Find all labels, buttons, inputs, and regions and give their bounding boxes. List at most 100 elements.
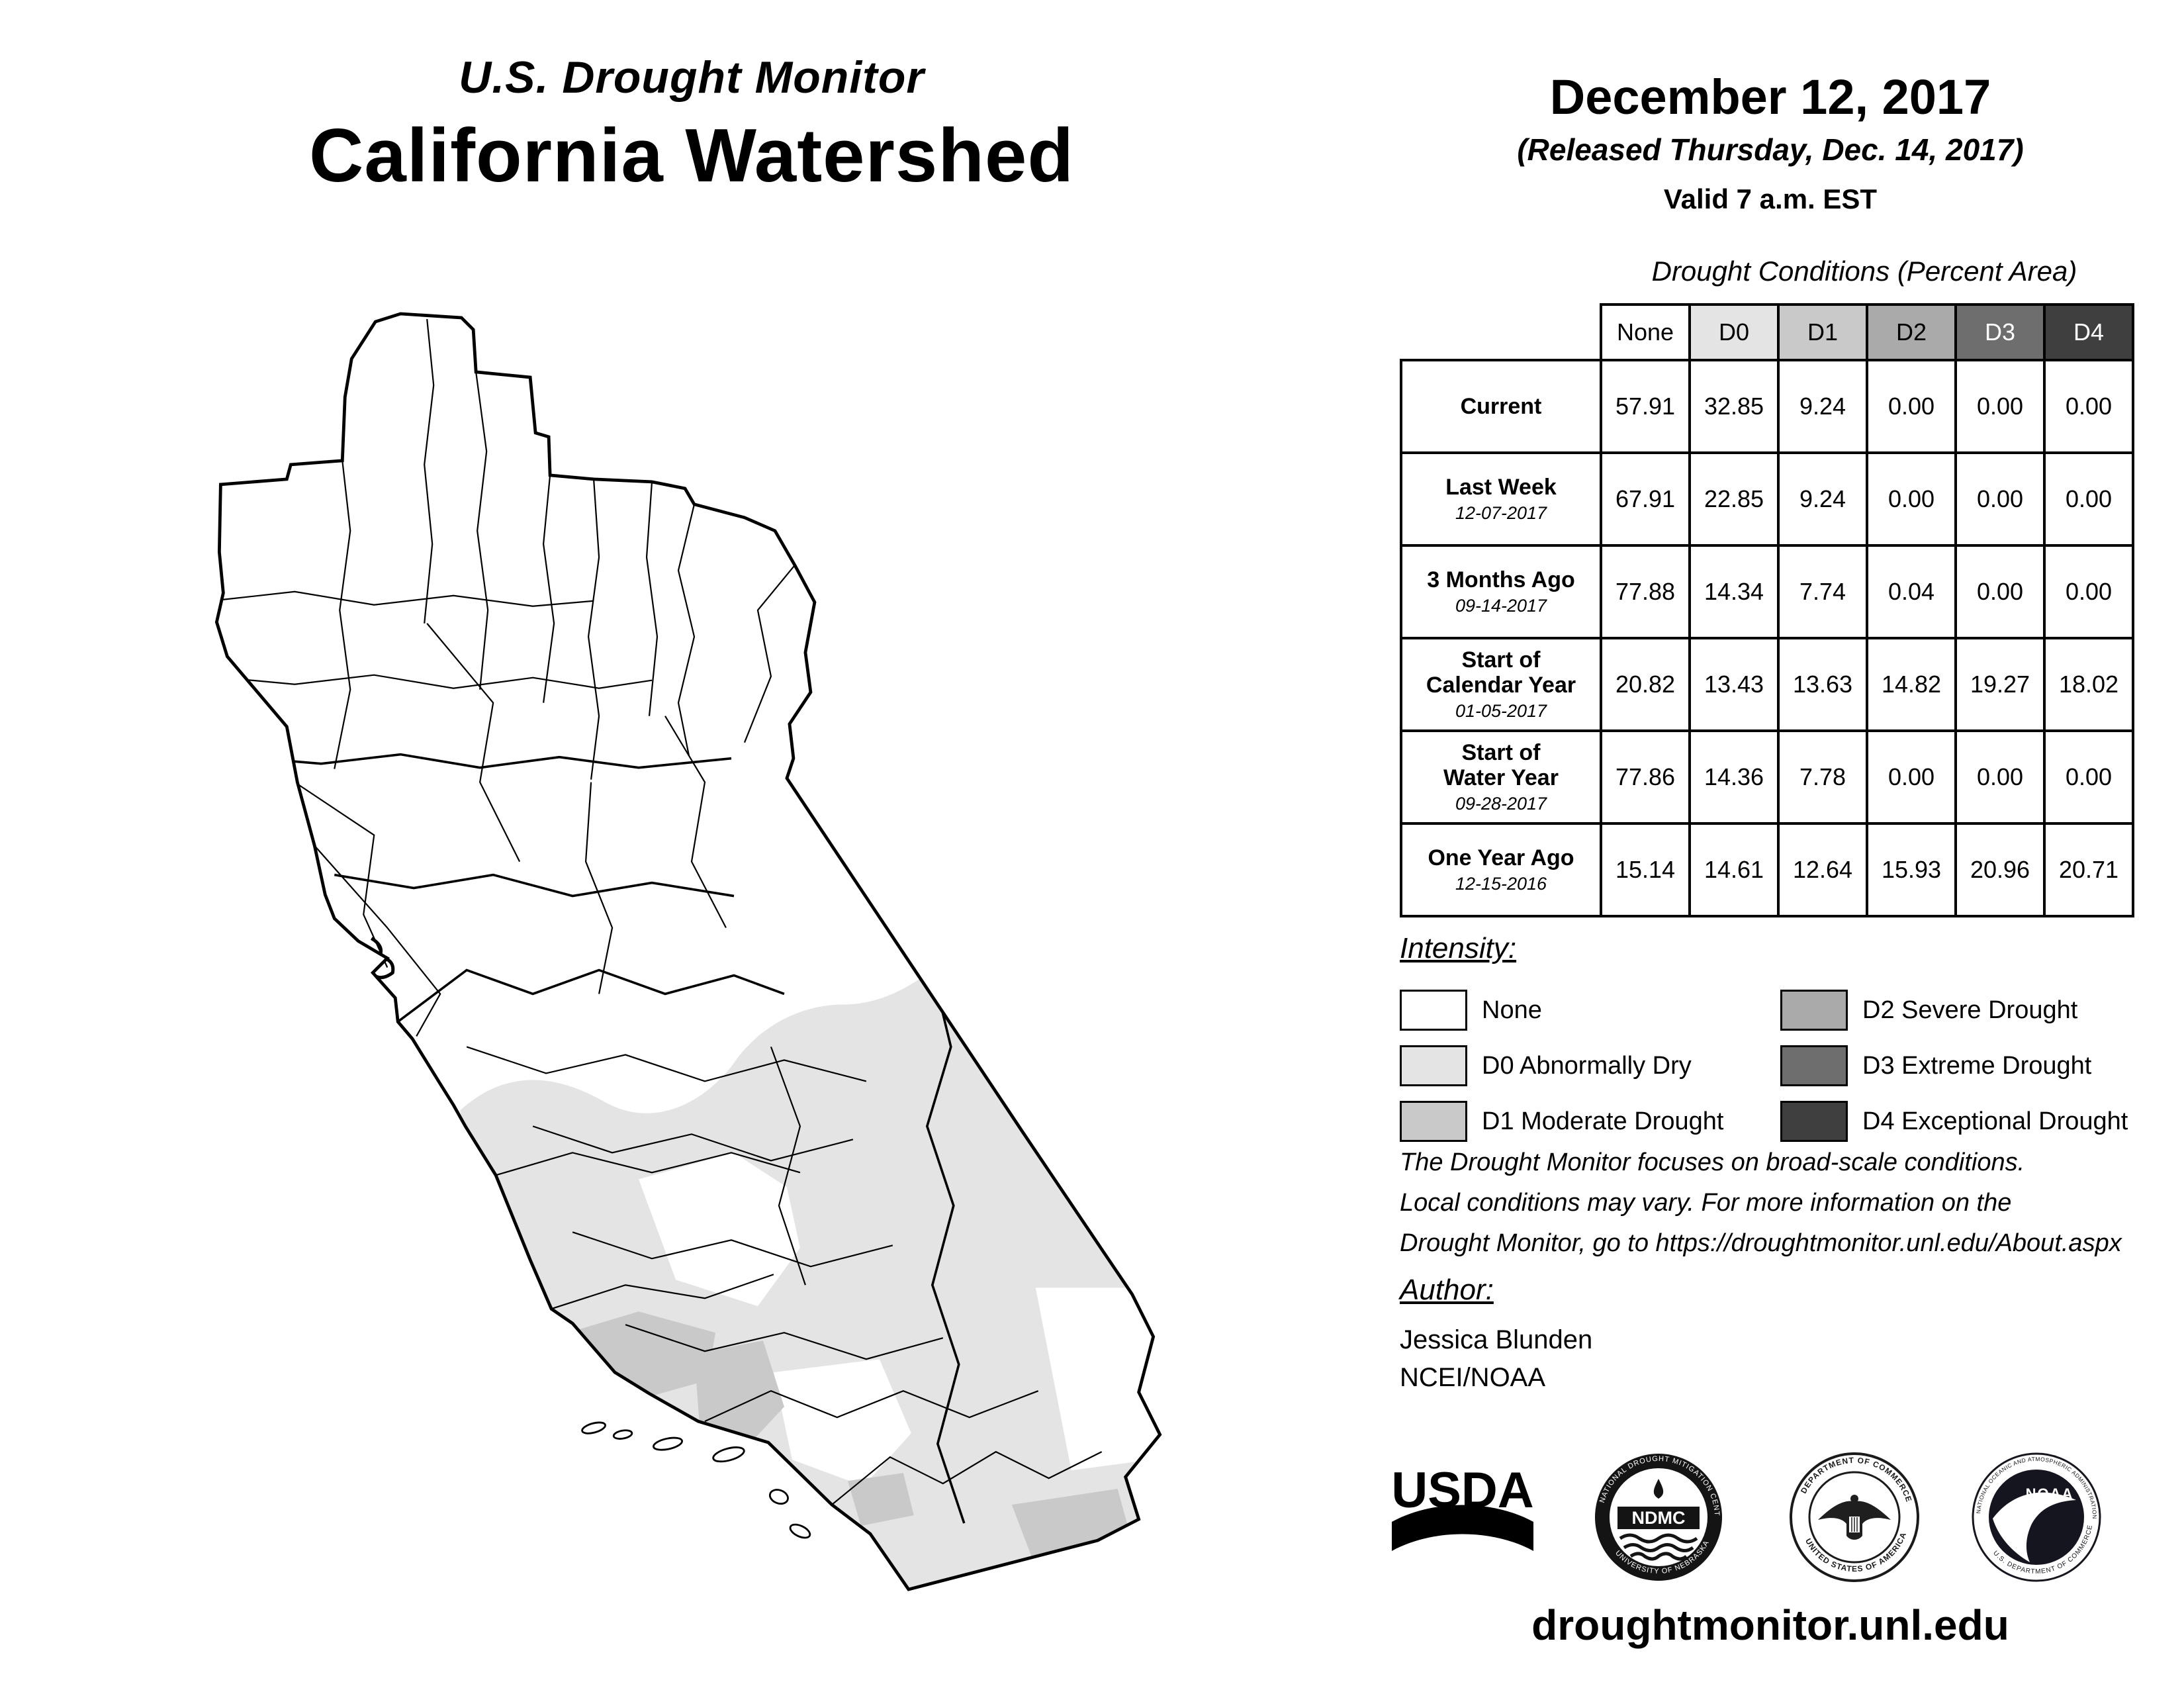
legend-item: D0 Abnormally Dry: [1400, 1045, 1780, 1086]
row-label: Start of Water Year: [1443, 739, 1559, 790]
disclaimer-text: The Drought Monitor focuses on broad-sca…: [1400, 1143, 2122, 1263]
california-outline: [214, 312, 1162, 1591]
header-row: None D0 D1 D2 D3 D4: [1401, 303, 2134, 361]
watershed-boundaries-major: [242, 753, 966, 1524]
row-header: Start of Calendar Year 01-05-2017: [1400, 637, 1602, 732]
report-date: December 12, 2017: [1549, 70, 1991, 124]
ndmc-raindrop: [1653, 1479, 1664, 1499]
value-cell: 13.63: [1777, 637, 1868, 732]
header-spacer: [1401, 305, 1601, 360]
author-heading: Author:: [1400, 1274, 1494, 1306]
ndmc-logo: NATIONAL DROUGHT MITIGATION CENTER UNIVE…: [1590, 1445, 1725, 1587]
row-label: Start of Calendar Year: [1426, 647, 1576, 698]
value-cell: 15.93: [1866, 822, 1957, 917]
value-cell: 7.78: [1777, 729, 1868, 825]
row-label: Current: [1460, 393, 1542, 419]
row-date: 09-14-2017: [1455, 596, 1547, 616]
disclaimer-line: Local conditions may vary. For more info…: [1400, 1188, 2012, 1217]
seagull-shape: [1993, 1492, 2076, 1562]
value-cell: 14.36: [1688, 729, 1780, 825]
watershed-boundaries: [223, 318, 1103, 1505]
legend-item: D2 Severe Drought: [1780, 990, 2128, 1031]
report-kicker: U.S. Drought Monitor: [459, 52, 925, 103]
commerce-seal-logo: DEPARTMENT OF COMMERCE UNITED STATES OF …: [1788, 1451, 1921, 1587]
row-header: Start of Water Year 09-28-2017: [1400, 729, 1602, 825]
table-row: 3 Months Ago 09-14-2017 77.88 14.34 7.74…: [1400, 544, 2134, 639]
value-cell: 22.85: [1688, 451, 1780, 547]
legend-label: D0 Abnormally Dry: [1482, 1051, 1692, 1080]
legend-label: D1 Moderate Drought: [1482, 1107, 1724, 1135]
value-cell: 20.96: [1954, 822, 2046, 917]
value-cell: 77.86: [1600, 729, 1691, 825]
col-header-none: None: [1600, 303, 1691, 361]
table-row: Start of Water Year 09-28-2017 77.86 14.…: [1400, 729, 2134, 825]
value-cell: 0.00: [1954, 729, 2046, 825]
value-cell: 14.82: [1866, 637, 1957, 732]
page-title: California Watershed: [309, 114, 1074, 198]
value-cell: 14.34: [1688, 544, 1780, 639]
value-cell: 15.14: [1600, 822, 1691, 917]
value-cell: 57.91: [1600, 359, 1691, 454]
value-cell: 9.24: [1777, 359, 1868, 454]
usda-logo: USDA: [1387, 1462, 1539, 1579]
col-header-d3: D3: [1954, 303, 2046, 361]
value-cell: 19.27: [1954, 637, 2046, 732]
legend-swatch: [1400, 1101, 1467, 1142]
legend-item: D3 Extreme Drought: [1780, 1045, 2128, 1086]
row-header: 3 Months Ago 09-14-2017: [1400, 544, 1602, 639]
svg-text:NDMC: NDMC: [1632, 1508, 1686, 1528]
legend-label: D4 Exceptional Drought: [1862, 1107, 2128, 1135]
row-date: 01-05-2017: [1455, 701, 1547, 722]
legend-swatch: [1400, 990, 1467, 1031]
author-org: NCEI/NOAA: [1400, 1363, 1546, 1392]
value-cell: 0.00: [1866, 729, 1957, 825]
table-title: Drought Conditions (Percent Area): [1651, 256, 2077, 287]
value-cell: 9.24: [1777, 451, 1868, 547]
noaa-logo: NATIONAL OCEANIC AND ATMOSPHERIC ADMINIS…: [1970, 1451, 2103, 1587]
eagle-head: [1850, 1495, 1858, 1503]
intensity-legend: Intensity: None D0 Abnormally Dry D1 Mod…: [1400, 932, 2128, 1149]
col-header-d4: D4: [2043, 303, 2134, 361]
row-header: One Year Ago 12-15-2016: [1400, 822, 1602, 917]
col-header-d1: D1: [1777, 303, 1868, 361]
usda-swoosh: [1392, 1505, 1533, 1551]
table-row: Current 57.91 32.85 9.24 0.00 0.00 0.00: [1400, 359, 2134, 454]
sf-bay: [370, 937, 395, 980]
legend-label: D2 Severe Drought: [1862, 996, 2078, 1024]
value-cell: 67.91: [1600, 451, 1691, 547]
legend-item: D4 Exceptional Drought: [1780, 1101, 2128, 1142]
valid-time: Valid 7 a.m. EST: [1663, 183, 1878, 214]
value-cell: 0.00: [1954, 451, 2046, 547]
value-cell: 0.00: [2043, 359, 2134, 454]
drought-conditions-table: None D0 D1 D2 D3 D4 Current 57.91 32.85 …: [1400, 303, 2134, 917]
value-cell: 0.00: [2043, 451, 2134, 547]
legend-label: D3 Extreme Drought: [1862, 1051, 2092, 1080]
legend-swatch: [1780, 1101, 1848, 1142]
legend-swatch: [1780, 1045, 1848, 1086]
value-cell: 0.00: [1954, 359, 2046, 454]
legend-title: Intensity:: [1400, 932, 1517, 964]
row-date: 12-07-2017: [1455, 503, 1547, 524]
col-header-d2: D2: [1866, 303, 1957, 361]
released-date: (Released Thursday, Dec. 14, 2017): [1517, 132, 2024, 167]
ndmc-waves: [1619, 1533, 1698, 1561]
legend-item: None: [1400, 990, 1780, 1031]
table-row: Start of Calendar Year 01-05-2017 20.82 …: [1400, 637, 2134, 732]
value-cell: 14.61: [1688, 822, 1780, 917]
table-row: Last Week 12-07-2017 67.91 22.85 9.24 0.…: [1400, 451, 2134, 547]
value-cell: 18.02: [2043, 637, 2134, 732]
row-header: Last Week 12-07-2017: [1400, 451, 1602, 547]
legend-swatch: [1400, 1045, 1467, 1086]
footer-url: droughtmonitor.unl.edu: [1531, 1601, 2009, 1649]
disclaimer-line: The Drought Monitor focuses on broad-sca…: [1400, 1149, 2025, 1176]
author-name: Jessica Blunden: [1400, 1325, 1593, 1354]
date-block: December 12, 2017 (Released Thursday, De…: [1350, 69, 2184, 215]
california-watershed-map: [214, 312, 1162, 1591]
value-cell: 0.00: [1866, 451, 1957, 547]
row-date: 09-28-2017: [1455, 794, 1547, 814]
channel-islands: [581, 1421, 811, 1539]
row-header: Current: [1400, 359, 1602, 454]
value-cell: 32.85: [1688, 359, 1780, 454]
row-date: 12-15-2016: [1455, 874, 1547, 894]
value-cell: 0.00: [2043, 544, 2134, 639]
